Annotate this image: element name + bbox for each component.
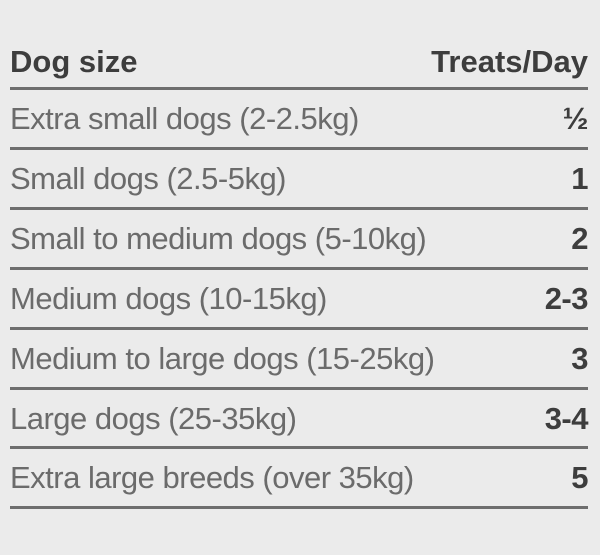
table-row: Medium to large dogs (15-25kg) 3 — [10, 331, 588, 387]
divider — [10, 87, 588, 90]
divider — [10, 327, 588, 330]
divider — [10, 446, 588, 449]
treats-cell: 1 — [571, 161, 588, 196]
table-row: Small dogs (2.5-5kg) 1 — [10, 151, 588, 207]
divider — [10, 506, 588, 509]
divider — [10, 267, 588, 270]
treats-cell: 3 — [571, 341, 588, 376]
dog-size-cell: Extra small dogs (2-2.5kg) — [10, 101, 359, 136]
treats-cell: 2-3 — [544, 281, 589, 316]
dog-size-cell: Extra large breeds (over 35kg) — [10, 460, 414, 495]
divider — [10, 387, 588, 390]
table-header: Dog size Treats/Day — [10, 38, 588, 86]
dog-size-cell: Medium to large dogs (15-25kg) — [10, 341, 435, 376]
treats-cell: 2 — [571, 221, 588, 256]
treats-cell: ½ — [562, 101, 589, 136]
treats-cell: 5 — [571, 460, 588, 495]
table-row: Extra small dogs (2-2.5kg) ½ — [10, 91, 589, 147]
dog-size-cell: Large dogs (25-35kg) — [10, 401, 297, 436]
dog-size-cell: Small to medium dogs (5-10kg) — [10, 221, 427, 256]
table-row: Extra large breeds (over 35kg) 5 — [10, 450, 588, 506]
table-row: Medium dogs (10-15kg) 2-3 — [10, 271, 589, 327]
header-treats-per-day: Treats/Day — [431, 44, 588, 79]
divider — [10, 147, 588, 150]
dog-size-cell: Medium dogs (10-15kg) — [10, 281, 327, 316]
table-row: Large dogs (25-35kg) 3-4 — [10, 391, 589, 447]
treats-cell: 3-4 — [544, 401, 589, 436]
header-dog-size: Dog size — [10, 44, 138, 79]
divider — [10, 207, 588, 210]
table-row: Small to medium dogs (5-10kg) 2 — [10, 211, 588, 267]
dog-size-cell: Small dogs (2.5-5kg) — [10, 161, 287, 196]
